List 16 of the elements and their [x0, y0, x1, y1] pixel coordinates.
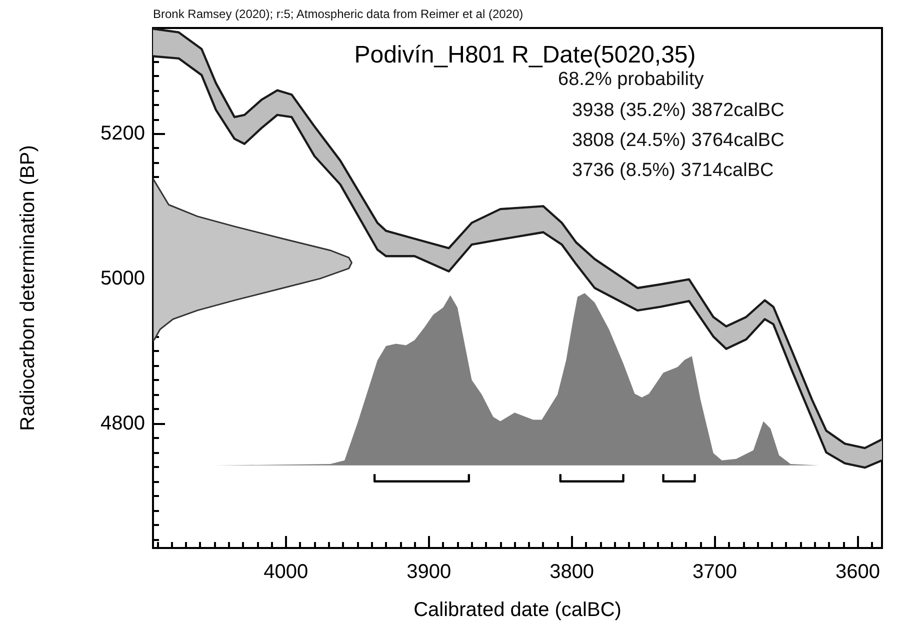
- annotation: 3938 (35.2%) 3872calBC: [572, 100, 784, 121]
- annotation: 3808 (24.5%) 3764calBC: [572, 130, 784, 151]
- text: Podivín_H801 R_Date(5020,35): [354, 42, 696, 68]
- y-axis-title: Radiocarbon determination (BP): [17, 145, 39, 431]
- text: Bronk Ramsey (2020); r:5; Atmospheric data from Reimer et al (2020): [153, 7, 524, 21]
- annotation: 3736 (8.5%) 3714calBC: [572, 160, 774, 181]
- x-tick-label: 3900: [406, 561, 452, 583]
- y-tick-label: 5200: [100, 122, 145, 145]
- x-tick-label: 4000: [264, 561, 308, 583]
- x-tick-label: 3800: [550, 561, 594, 583]
- x-tick-label: 3600: [835, 561, 880, 583]
- y-tick-label: 4800: [100, 412, 145, 434]
- annotation: 68.2% probability: [558, 69, 704, 90]
- x-axis-title: Calibrated date (calBC): [414, 599, 622, 621]
- x-tick-label: 3700: [692, 561, 738, 583]
- y-tick-label: 5000: [100, 268, 145, 290]
